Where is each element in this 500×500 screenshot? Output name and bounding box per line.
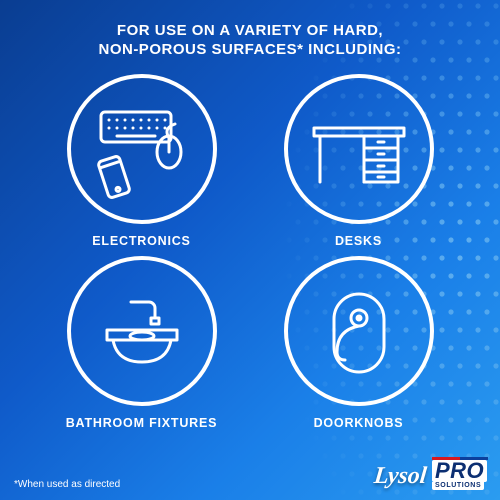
brand-sub-wrap: PRO SOLUTIONS xyxy=(432,457,488,490)
circle-doorknobs xyxy=(284,256,434,406)
bathroom-icon xyxy=(87,276,197,386)
brand-tag: SOLUTIONS xyxy=(432,482,484,490)
circle-desks xyxy=(284,74,434,224)
header-line-2: NON-POROUS SURFACES* INCLUDING: xyxy=(30,41,470,60)
cell-desks: DESKS xyxy=(265,74,452,248)
header-line-1: FOR USE ON A VARIETY OF HARD, xyxy=(30,22,470,41)
header: FOR USE ON A VARIETY OF HARD, NON-POROUS… xyxy=(0,0,500,74)
footnote: *When used as directed xyxy=(14,479,120,490)
circle-electronics xyxy=(67,74,217,224)
label-doorknobs: DOORKNOBS xyxy=(314,416,404,430)
label-bathroom: BATHROOM FIXTURES xyxy=(66,416,218,430)
cell-doorknobs: DOORKNOBS xyxy=(265,256,452,430)
brand-lockup: Lysol PRO SOLUTIONS xyxy=(374,457,488,490)
label-electronics: ELECTRONICS xyxy=(92,234,190,248)
cell-electronics: ELECTRONICS xyxy=(48,74,235,248)
brand-sub: PRO xyxy=(432,460,487,482)
circle-bathroom xyxy=(67,256,217,406)
brand-main: Lysol xyxy=(372,463,427,490)
label-desks: DESKS xyxy=(335,234,382,248)
desk-icon xyxy=(304,94,414,204)
electronics-icon xyxy=(87,94,197,204)
icon-grid: ELECTRONICS DESKS xyxy=(0,74,500,430)
doorknob-icon xyxy=(304,276,414,386)
cell-bathroom: BATHROOM FIXTURES xyxy=(48,256,235,430)
